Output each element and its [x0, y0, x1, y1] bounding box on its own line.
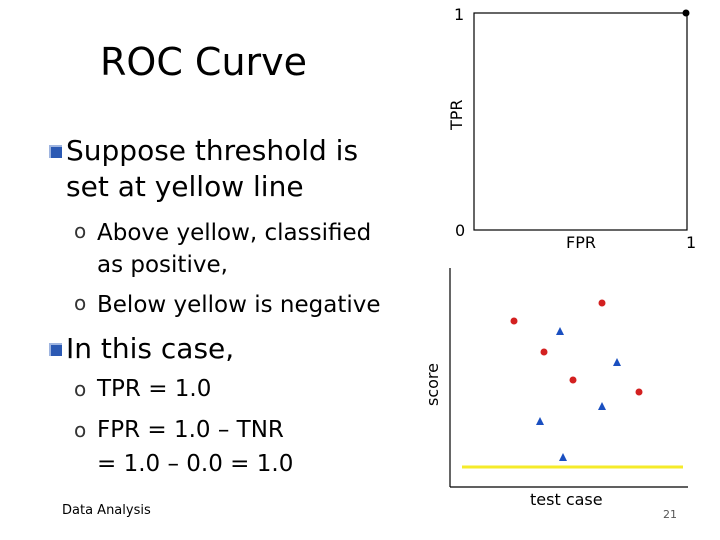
roc-y-label: TPR — [447, 99, 466, 130]
bullet-1-continuation: set at yellow line — [66, 170, 304, 203]
bullet-1-text: Suppose threshold is — [66, 134, 359, 167]
bullet-2-text: In this case, — [66, 332, 235, 365]
roc-point — [682, 9, 690, 17]
sub-bullet-above-line1: Above yellow, classified — [97, 220, 372, 246]
roc-plot-frame — [473, 12, 688, 231]
sub-bullet-below: Below yellow is negative — [97, 292, 381, 318]
negative-point — [613, 358, 621, 366]
roc-origin-tick: 0 — [455, 221, 466, 240]
negative-point — [536, 417, 544, 425]
negative-point — [556, 327, 564, 335]
positive-point — [598, 299, 606, 307]
sub-bullet-above-line2: as positive, — [97, 252, 228, 278]
negative-point — [559, 453, 567, 461]
page-number: 21 — [663, 508, 677, 521]
roc-x-label: FPR — [566, 233, 596, 252]
sub-bullet-circle-icon: o — [74, 219, 87, 243]
positive-point — [510, 317, 518, 325]
positive-point — [569, 376, 577, 384]
sub-bullet-fpr-line2: = 1.0 – 0.0 = 1.0 — [97, 451, 294, 477]
sub-bullet-fpr-line1: FPR = 1.0 – TNR — [97, 417, 284, 443]
score-y-label: score — [423, 363, 442, 406]
positive-point — [540, 348, 548, 356]
slide-title: ROC Curve — [100, 40, 308, 84]
positive-point — [635, 388, 643, 396]
sub-bullet-circle-icon: o — [74, 377, 87, 401]
footer-text: Data Analysis — [62, 503, 151, 518]
sub-bullet-tpr: TPR = 1.0 — [97, 376, 212, 402]
bullet-square-icon — [49, 343, 62, 356]
score-x-label: test case — [530, 490, 603, 509]
roc-y-top-tick: 1 — [454, 5, 465, 24]
bullet-square-icon — [49, 145, 62, 158]
sub-bullet-circle-icon: o — [74, 418, 87, 442]
sub-bullet-circle-icon: o — [74, 291, 87, 315]
roc-x-right-tick: 1 — [686, 233, 697, 252]
negative-point — [598, 402, 606, 410]
